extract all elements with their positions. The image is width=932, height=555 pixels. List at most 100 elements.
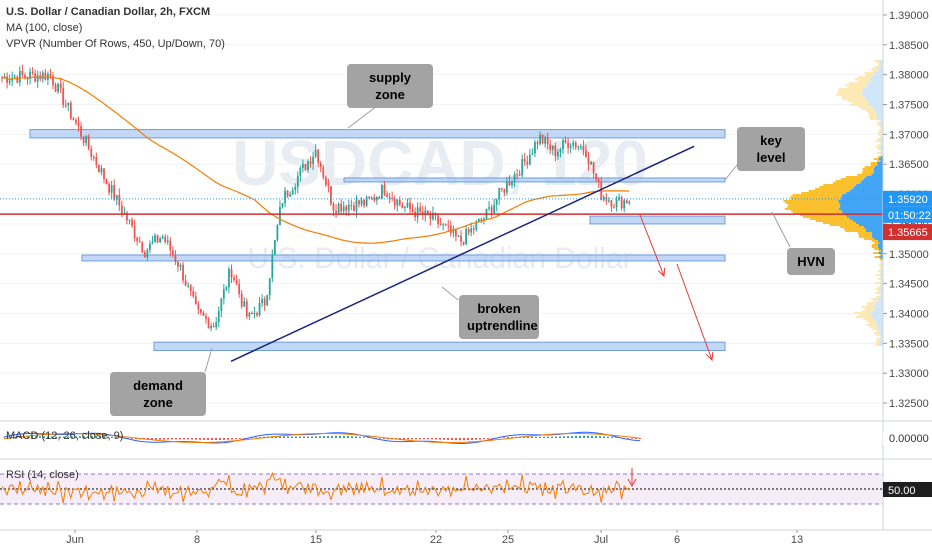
vp-bar-up [880,276,882,278]
candle-body [154,235,156,242]
vp-bar-down [862,180,883,182]
price-tick-label: 1.37000 [889,129,929,141]
vp-bar-up [862,168,873,170]
vp-bar-up [876,288,880,290]
macd-histogram-bar [483,438,485,439]
candle-body [284,191,286,203]
vp-bar-up [878,290,881,292]
candle-body [501,188,503,189]
candle-body [386,194,388,197]
candle-body [328,185,330,186]
vp-bar-up [867,324,876,326]
vp-bar-up [785,208,839,210]
macd-histogram-bar [347,436,349,438]
candle-body [111,185,113,192]
vp-bar-down [863,88,883,90]
demand-zone-callout: demand zone [110,372,206,416]
vp-bar-up [880,268,882,270]
macd-histogram-bar [227,438,229,440]
vp-bar-down [872,236,883,238]
macd-histogram-bar [195,438,197,440]
vp-bar-down [876,304,883,306]
legend-vpvr[interactable]: VPVR (Number Of Rows, 450, Up/Down, 70) [6,36,225,52]
vp-bar-down [868,82,883,84]
candle-body [560,149,562,152]
zone-3 [82,255,725,261]
macd-histogram-bar [199,438,201,440]
candle-body [590,162,592,164]
vp-bar-up [877,340,880,342]
vp-bar-down [876,302,883,304]
candle-body [241,294,243,307]
macd-histogram-bar [203,438,205,440]
candle-body [509,181,511,185]
macd-histogram-bar [303,437,305,438]
rsi-title[interactable]: RSI (14, close) [6,469,79,481]
candle-body [238,284,240,294]
candle-body [491,207,493,213]
vp-bar-down [874,168,883,170]
vp-bar-up [878,64,881,66]
candle-body [190,285,192,291]
vp-bar-up [864,238,874,240]
candle-body [266,295,268,305]
vp-bar-up [856,316,871,318]
candle-body [458,236,460,237]
candle-body [256,313,258,315]
vp-bar-up [872,240,878,242]
vp-bar-up [854,312,870,314]
macd-histogram-bar [319,436,321,438]
candle-body [350,205,352,206]
candle-body [157,235,159,242]
candle-body [203,313,205,316]
macd-histogram-bar [175,438,177,439]
vp-bar-down [865,228,883,230]
vp-bar-up [865,166,875,168]
macd-histogram-bar [471,438,473,440]
candle-body [470,229,472,233]
vp-bar-up [880,254,882,256]
macd-histogram-bar [183,438,185,439]
macd-histogram-bar [459,438,461,440]
vp-bar-up [788,204,840,206]
macd-histogram-bar [219,438,221,440]
macd-histogram-bar [215,438,217,440]
macd-title[interactable]: MACD (12, 26, close, 9) [6,430,123,442]
vp-bar-down [877,326,883,328]
vp-bar-up [867,320,876,322]
vp-bar-up [861,306,873,308]
macd-histogram-bar [207,438,209,440]
candle-body [195,297,197,305]
legend-ma[interactable]: MA (100, close) [6,20,225,36]
macd-histogram-bar [563,436,565,438]
candle-body [419,207,421,212]
candle-body [302,164,304,168]
vp-bar-down [875,238,883,240]
legend-symbol[interactable]: U.S. Dollar / Canadian Dollar, 2h, FXCM [6,4,225,20]
macd-histogram-bar [475,438,477,440]
vp-bar-up [815,188,852,190]
macd-histogram-bar [443,438,445,440]
vp-bar-down [840,206,883,208]
vp-bar-up [880,154,882,156]
price-tick-label: 1.34500 [889,279,929,291]
vp-bar-down [878,70,883,72]
vp-bar-up [859,234,872,236]
vp-bar-down [872,234,883,236]
candle-body [218,311,220,322]
vp-bar-down [870,78,883,80]
candle-body [24,75,26,77]
vp-bar-up [875,256,880,258]
macd-histogram-bar [287,437,289,438]
vp-bar-up [876,334,880,336]
vp-bar-down [872,80,883,82]
candle-body [236,280,238,284]
candle-body [585,151,587,158]
candle-body [611,200,613,207]
vp-bar-down [872,314,883,316]
vp-bar-up [879,294,881,296]
vp-bar-down [878,244,883,246]
vp-bar-up [878,278,881,280]
vp-bar-up [879,120,881,122]
